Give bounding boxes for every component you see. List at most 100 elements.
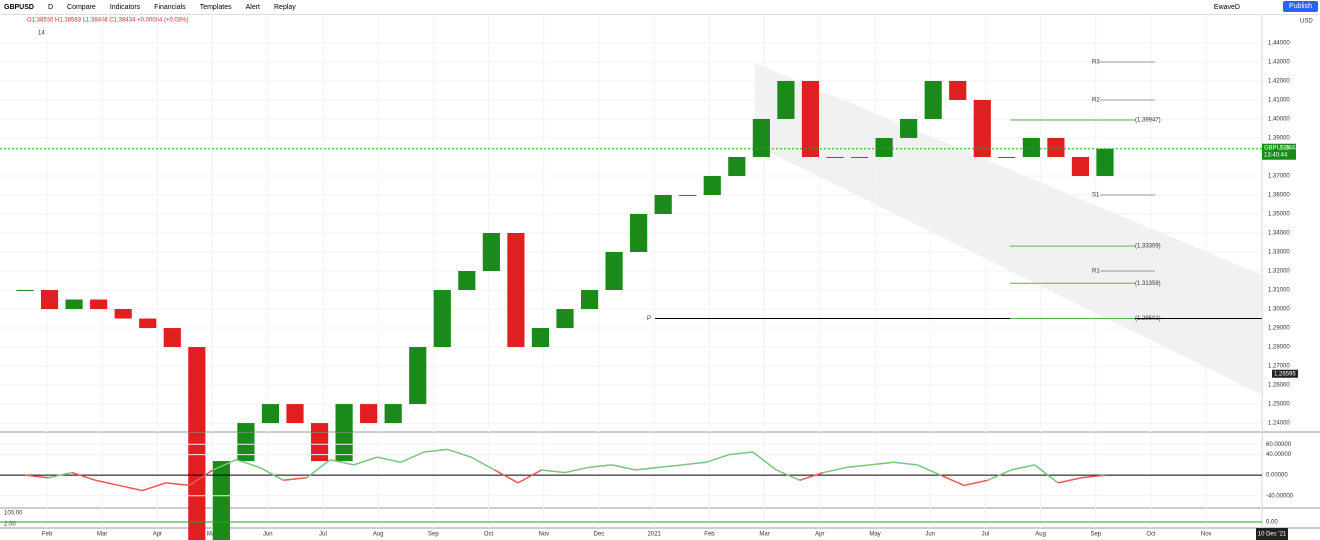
osc-segment xyxy=(447,448,472,458)
candle xyxy=(801,80,820,157)
osc-segment xyxy=(940,474,965,487)
candle xyxy=(310,423,329,462)
x-tick-label: Jun xyxy=(263,532,273,538)
osc-segment xyxy=(353,456,378,466)
candle xyxy=(630,213,648,253)
x-tick-label: May xyxy=(869,532,880,538)
candle xyxy=(188,347,206,540)
candle xyxy=(531,328,550,348)
osc-segment xyxy=(95,479,120,487)
p3-tick: 0.00 xyxy=(1266,520,1278,526)
osc-segment xyxy=(987,469,1012,481)
panel3-label: 2.00 xyxy=(4,522,16,528)
price-tag xyxy=(1262,143,1296,160)
indicator-legend: 14 xyxy=(38,31,45,37)
candles xyxy=(16,80,1114,540)
candle xyxy=(335,404,353,462)
candle xyxy=(139,318,157,329)
y-tick-label: 1.39000 xyxy=(1268,136,1290,142)
annotation-label: (1.39947) xyxy=(1135,118,1161,124)
panel3-label: 100.00 xyxy=(4,511,23,517)
level-label: R2 xyxy=(1092,98,1100,104)
osc-segment xyxy=(564,466,589,474)
publish-button[interactable]: Publish xyxy=(1283,1,1318,12)
osc-segment xyxy=(682,461,706,466)
level-label: S1 xyxy=(1092,193,1100,199)
clip-mask xyxy=(0,432,1262,433)
candle xyxy=(507,233,525,348)
osc-segment xyxy=(752,451,777,471)
candle xyxy=(384,404,402,424)
date-label: 10 Dec '21 xyxy=(1258,532,1287,538)
osc-segment xyxy=(330,458,354,466)
candle xyxy=(580,290,599,310)
osc-segment xyxy=(588,464,613,469)
osc-segment xyxy=(963,479,988,487)
candle xyxy=(1096,148,1114,176)
x-tick-label: Apr xyxy=(153,532,162,538)
candle xyxy=(458,271,476,291)
osc-tick-label: -40.00000 xyxy=(1266,493,1294,499)
tool[interactable]: Templates xyxy=(199,3,232,11)
osc-segment xyxy=(24,474,49,479)
x-tick-label: Apr xyxy=(815,532,824,538)
marker-label: 1.26595 xyxy=(1274,371,1296,377)
x-tick-label: Mar xyxy=(759,532,769,538)
candle xyxy=(556,309,574,329)
y-tick-label: 1.35000 xyxy=(1268,212,1290,218)
tool[interactable]: Indicators xyxy=(109,3,141,11)
osc-segment xyxy=(1057,476,1082,484)
x-tick-label: Feb xyxy=(704,532,715,538)
marker-tag xyxy=(1272,369,1298,378)
x-tick-label: Oct xyxy=(484,532,494,538)
y-tick-label: 1.29000 xyxy=(1268,326,1290,332)
osc-segment xyxy=(48,471,73,479)
osc-segment xyxy=(424,448,448,453)
tool[interactable]: Financials xyxy=(154,3,186,11)
osc-segment xyxy=(823,466,847,474)
osc-segment xyxy=(635,466,659,471)
y-tick-label: 1.30000 xyxy=(1268,307,1290,313)
user[interactable]: EwaveD xyxy=(1213,3,1240,11)
candle xyxy=(949,80,967,100)
candle xyxy=(212,461,230,540)
x-tick-label: Mar xyxy=(97,532,107,538)
x-tick-label: Jun xyxy=(925,532,935,538)
currency: USD xyxy=(1300,19,1313,25)
osc-segment xyxy=(846,464,871,469)
osc-segment xyxy=(1010,464,1035,471)
y-tick-label: 1.33000 xyxy=(1268,250,1290,256)
osc-segment xyxy=(188,469,214,487)
osc-segment xyxy=(517,469,542,484)
candle xyxy=(1047,137,1065,157)
candle xyxy=(114,309,132,319)
y-tick-label: 1.28000 xyxy=(1268,345,1290,351)
tool[interactable]: Alert xyxy=(245,3,260,11)
osc-tick-label: 0.00000 xyxy=(1266,473,1288,479)
date-box xyxy=(1256,528,1288,540)
x-tick-label: 2021 xyxy=(648,532,662,538)
candle xyxy=(654,194,672,214)
candle xyxy=(703,175,721,195)
osc-segment xyxy=(658,464,683,469)
osc-segment xyxy=(916,464,941,476)
osc-segment xyxy=(870,461,894,466)
countdown: 13:40:44 xyxy=(1264,152,1288,158)
tool[interactable]: Compare xyxy=(67,3,96,11)
candle xyxy=(973,99,991,157)
interval[interactable]: D xyxy=(47,3,54,11)
osc-segment xyxy=(165,482,190,487)
osc-segment xyxy=(377,456,401,464)
candle xyxy=(261,404,280,424)
symbol[interactable]: GBPUSD xyxy=(4,3,34,11)
annotation-label: (1.31358) xyxy=(1135,281,1161,287)
candle xyxy=(777,80,795,119)
level-label: R1 xyxy=(1092,269,1100,275)
tool[interactable]: Replay xyxy=(274,3,296,11)
osc-segment xyxy=(71,471,96,481)
x-tick-label: Sep xyxy=(428,532,439,538)
y-tick-label: 1.26000 xyxy=(1268,383,1290,389)
candle xyxy=(90,299,108,310)
price-symbol: GBPUSD xyxy=(1264,145,1290,151)
